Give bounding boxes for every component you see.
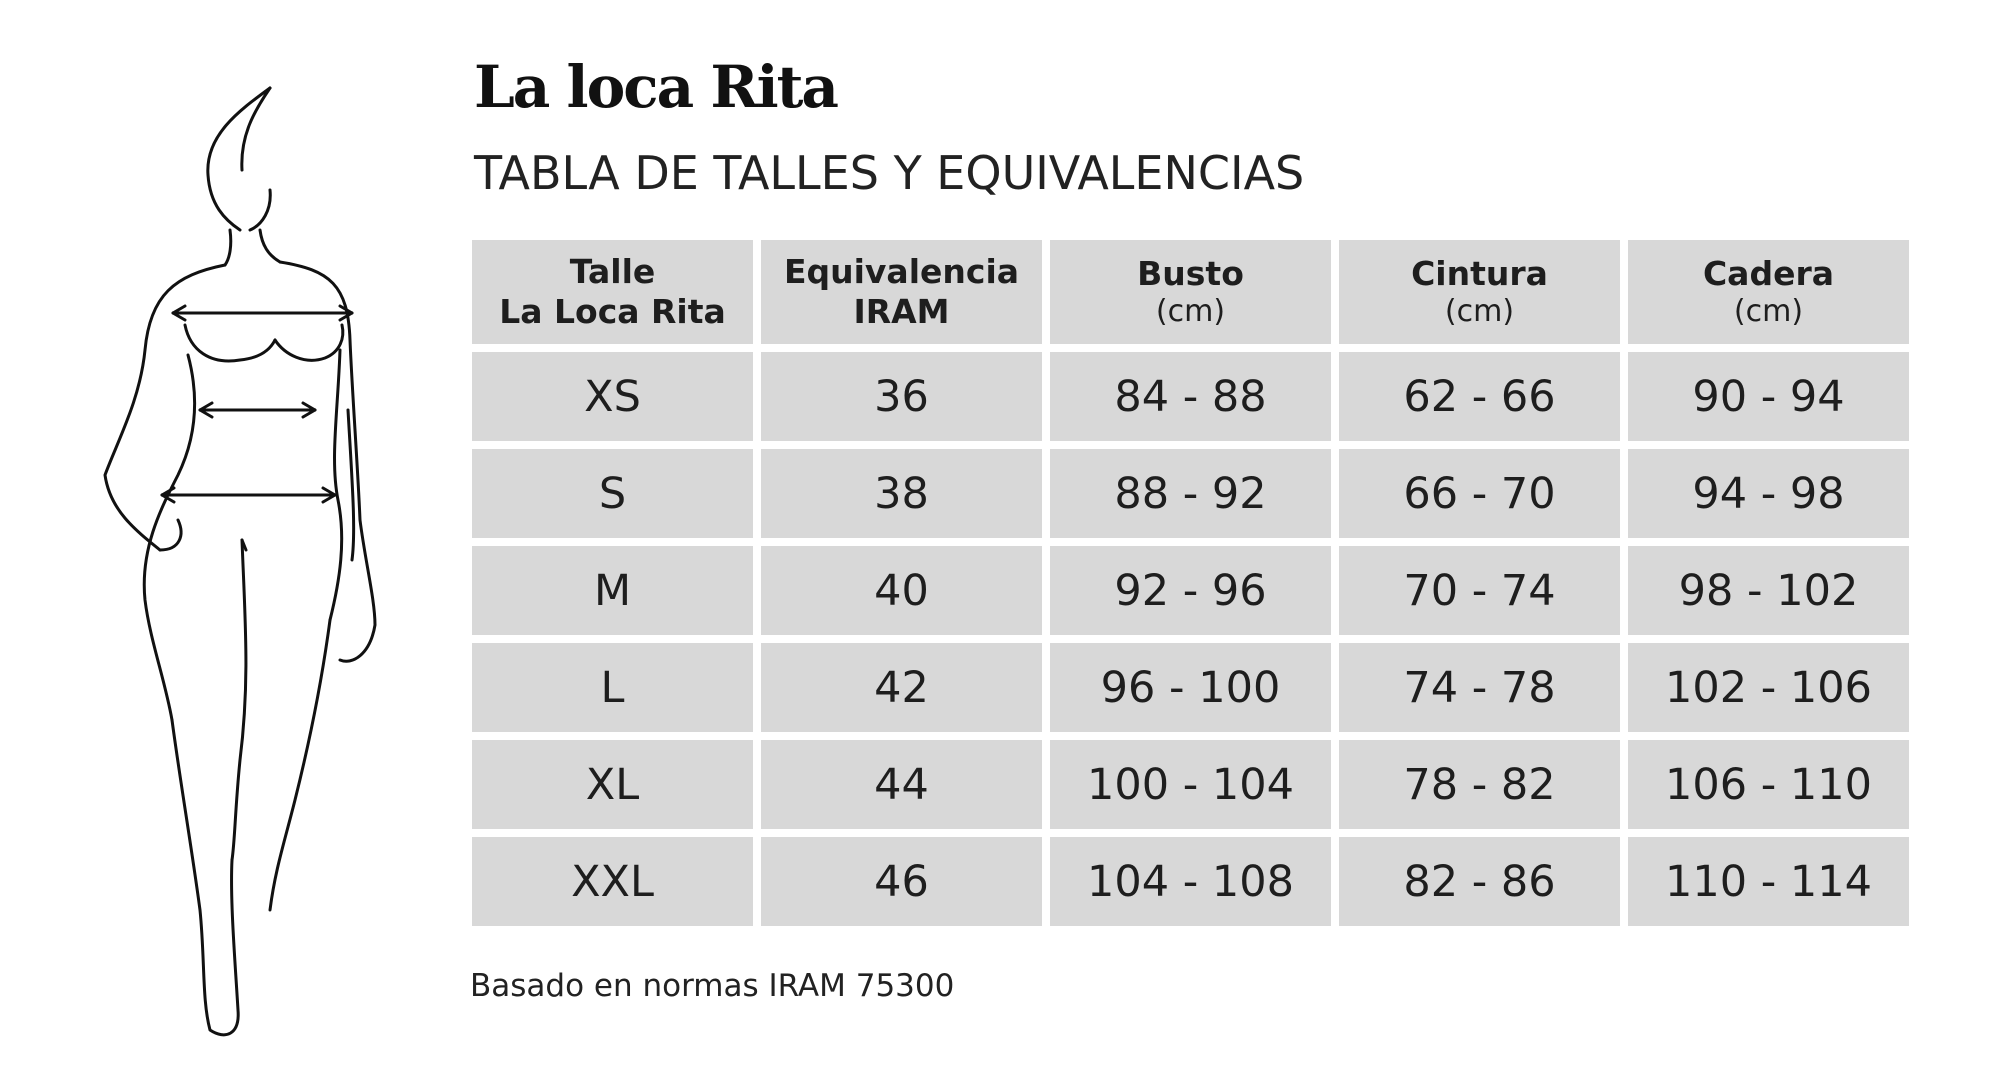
table-cell-size: S [472,449,753,538]
table-cell-cadera: 102 - 106 [1628,643,1909,732]
table-cell-busto: 88 - 92 [1050,449,1331,538]
table-cell-iram: 46 [761,837,1042,926]
table-cell-busto: 84 - 88 [1050,352,1331,441]
table-cell-busto: 104 - 108 [1050,837,1331,926]
table-cell-cintura: 78 - 82 [1339,740,1620,829]
table-cell-size: L [472,643,753,732]
table-cell-iram: 42 [761,643,1042,732]
table-cell-cadera: 98 - 102 [1628,546,1909,635]
table-cell-iram: 36 [761,352,1042,441]
header-label: IRAM [853,292,950,331]
table-cell-cintura: 62 - 66 [1339,352,1620,441]
table-cell-busto: 100 - 104 [1050,740,1331,829]
header-label: Busto [1137,254,1244,294]
header-busto: Busto (cm) [1050,240,1331,344]
table-cell-busto: 96 - 100 [1050,643,1331,732]
table-cell-size: XL [472,740,753,829]
body-outline-icon [103,86,377,1037]
table-cell-cintura: 70 - 74 [1339,546,1620,635]
table-cell-iram: 38 [761,449,1042,538]
table-cell-cadera: 106 - 110 [1628,740,1909,829]
page-title: TABLA DE TALLES Y EQUIVALENCIAS [474,146,1305,200]
header-talle: Talle La Loca Rita [472,240,753,344]
header-label: Talle [569,252,656,292]
table-cell-cintura: 74 - 78 [1339,643,1620,732]
header-label: Equivalencia [783,252,1020,292]
size-table: Talle La Loca Rita Equivalencia IRAM Bus… [472,240,1909,926]
brand-logo: La loca Rita [474,53,839,121]
table-cell-busto: 92 - 96 [1050,546,1331,635]
header-label: Cadera [1702,254,1835,294]
header-label: Cintura [1411,254,1548,294]
header-unit: (cm) [1155,293,1226,329]
header-unit: (cm) [1444,293,1515,329]
table-cell-cadera: 90 - 94 [1628,352,1909,441]
table-cell-size: XXL [472,837,753,926]
table-cell-iram: 40 [761,546,1042,635]
table-cell-iram: 44 [761,740,1042,829]
header-label: La Loca Rita [499,292,726,331]
table-cell-size: XS [472,352,753,441]
table-cell-size: M [472,546,753,635]
table-cell-cintura: 66 - 70 [1339,449,1620,538]
table-cell-cadera: 110 - 114 [1628,837,1909,926]
header-equivalencia: Equivalencia IRAM [761,240,1042,344]
table-cell-cadera: 94 - 98 [1628,449,1909,538]
table-cell-cintura: 82 - 86 [1339,837,1620,926]
footnote: Basado en normas IRAM 75300 [470,968,955,1004]
header-cintura: Cintura (cm) [1339,240,1620,344]
header-cadera: Cadera (cm) [1628,240,1909,344]
header-unit: (cm) [1733,293,1804,329]
